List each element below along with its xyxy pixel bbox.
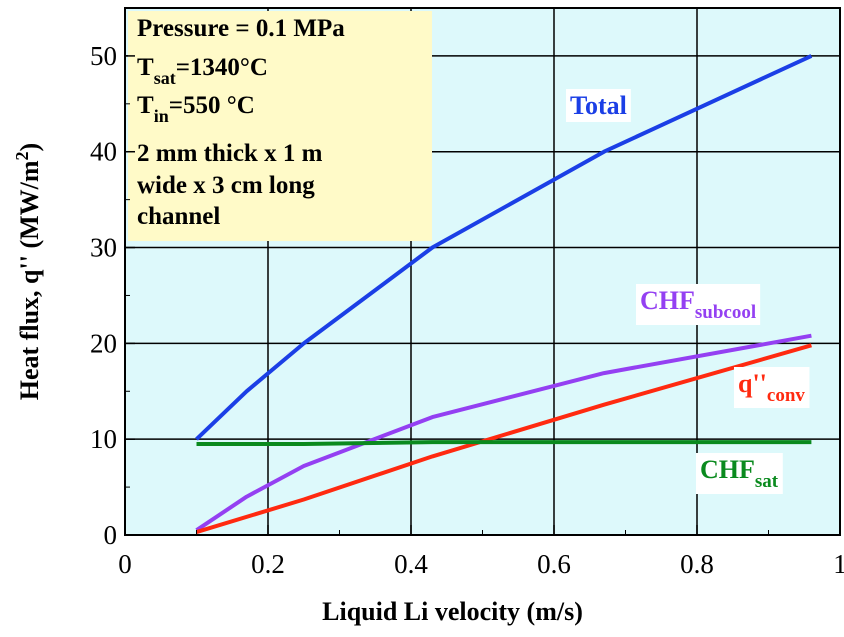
chf-sat-line: [196, 440, 812, 446]
annotation-line: channel: [137, 203, 220, 230]
annotation-line: wide x 3 cm long: [137, 172, 315, 199]
x-tick-label: 0.4: [394, 549, 428, 579]
label-background: [734, 367, 810, 408]
annotation-line: Pressure = 0.1 MPa: [137, 15, 345, 42]
x-tick-label: 0: [118, 549, 132, 579]
label-background: [566, 89, 631, 122]
y-tick-label: 10: [90, 424, 117, 454]
label-text: Total: [570, 91, 627, 120]
series-labels: Total CHFsubcool q''conv CHFsat: [566, 89, 810, 494]
label-background: [636, 284, 761, 325]
annotation-lines: Pressure = 0.1 MPa Tsat=1340°C Tin=550 °C 2…: [137, 15, 345, 230]
label-text: CHFsubcool: [640, 286, 756, 323]
axis-ticks: [124, 55, 841, 536]
x-tick-label: 0.6: [537, 549, 571, 579]
q-conv-label: q''conv: [734, 367, 810, 408]
chf-subcool-label: CHFsubcool: [636, 284, 761, 325]
annotation-background: [128, 11, 432, 241]
y-tick-label: 0: [104, 520, 118, 550]
label-text: CHFsat: [700, 455, 779, 492]
annotation-line: 2 mm thick x 1 m: [137, 140, 323, 167]
x-tick-label: 0.2: [251, 549, 285, 579]
x-tick-label: 0.8: [680, 549, 714, 579]
y-axis-label: Heat flux, q'' (MW/m2): [12, 143, 44, 400]
total-label: Total: [566, 89, 631, 122]
label-background: [696, 453, 783, 494]
total-line: [195, 54, 813, 441]
annotation-box: Pressure = 0.1 MPa Tsat=1340°C Tin=550 °C 2…: [128, 11, 432, 241]
y-tick-label: 40: [90, 137, 117, 167]
y-tick-label: 20: [90, 328, 117, 358]
x-tick-label: 1: [833, 549, 844, 579]
y-tick-label: 50: [90, 41, 117, 71]
q-conv-line: [195, 343, 812, 535]
chf-sat-label: CHFsat: [696, 453, 783, 494]
annotation-line: Tsat=1340°C: [137, 54, 268, 88]
y-tick-label: 30: [90, 233, 117, 263]
x-axis-label: Liquid Li velocity (m/s): [322, 597, 583, 626]
label-text: q''conv: [738, 369, 805, 406]
series-lines: [195, 54, 813, 535]
annotation-line: Tin=550 °C: [137, 92, 255, 126]
